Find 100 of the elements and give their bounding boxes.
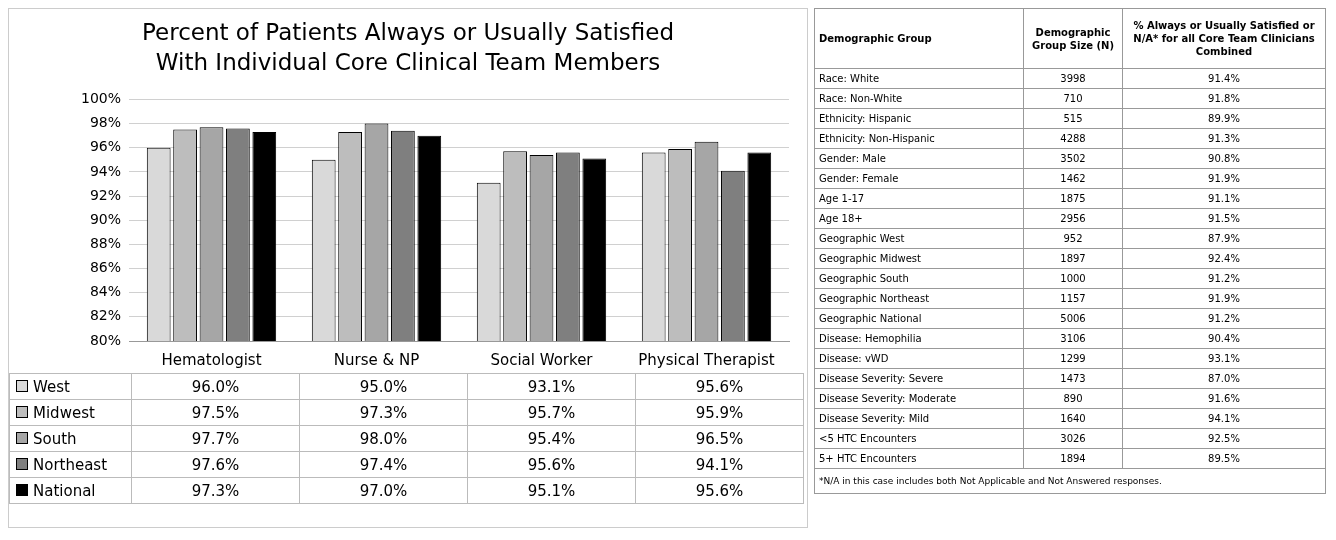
data-label: 95.6%: [635, 477, 804, 504]
x-tick-label: Social Worker: [490, 350, 594, 369]
y-tick-label: 80%: [89, 331, 121, 348]
data-label: 1473: [1023, 368, 1123, 389]
legend-label: West: [9, 373, 132, 400]
data-label: 3502: [1023, 148, 1123, 169]
data-label: 97.3%: [131, 477, 300, 504]
text: Demographic Group: [814, 8, 1024, 69]
category-label: Geographic West: [814, 228, 1024, 249]
data-label: 2956: [1023, 208, 1123, 229]
data-label: 89.5%: [1122, 448, 1326, 469]
y-tick-label: 98%: [89, 114, 121, 131]
data-label: 3106: [1023, 328, 1123, 349]
data-label: 91.3%: [1122, 128, 1326, 149]
data-label: 1640: [1023, 408, 1123, 429]
data-label: 4288: [1023, 128, 1123, 149]
data-label: 95.0%: [299, 373, 468, 400]
data-label: 515: [1023, 108, 1123, 129]
data-label: 5006: [1023, 308, 1123, 329]
data-label: 97.3%: [299, 399, 468, 426]
category-label: Geographic Midwest: [814, 248, 1024, 269]
category-label: 5+ HTC Encounters: [814, 448, 1024, 469]
data-label: 96.0%: [131, 373, 300, 400]
data-label: 1157: [1023, 288, 1123, 309]
y-tick-label: 100%: [80, 90, 121, 107]
data-label: 91.1%: [1122, 188, 1326, 209]
category-label: Geographic South: [814, 268, 1024, 289]
data-label: 96.5%: [635, 425, 804, 452]
data-label: 92.5%: [1122, 428, 1326, 449]
data-label: 97.6%: [131, 451, 300, 478]
data-label: 91.5%: [1122, 208, 1326, 229]
x-tick-label: Hematologist: [161, 350, 262, 369]
data-label: 95.4%: [467, 425, 636, 452]
data-label: 1299: [1023, 348, 1123, 369]
text: Demographic Group Size (N): [1023, 8, 1123, 69]
data-label: 95.6%: [467, 451, 636, 478]
data-label: 98.0%: [299, 425, 468, 452]
category-label: Ethnicity: Hispanic: [814, 108, 1024, 129]
data-label: 91.2%: [1122, 268, 1326, 289]
data-label: 91.2%: [1122, 308, 1326, 329]
data-label: 91.6%: [1122, 388, 1326, 409]
data-label: 94.1%: [635, 451, 804, 478]
data-label: 3026: [1023, 428, 1123, 449]
data-label: 1897: [1023, 248, 1123, 269]
y-tick-label: 82%: [89, 307, 121, 324]
y-tick-label: 84%: [89, 283, 121, 300]
data-label: 91.4%: [1122, 68, 1326, 89]
x-tick-label: Physical Therapist: [638, 350, 775, 369]
text: % Always or Usually Satisfied or N/A* for all Core Team Clinicians Combined: [1122, 8, 1326, 69]
category-label: Disease Severity: Severe: [814, 368, 1024, 389]
data-label: 95.7%: [467, 399, 636, 426]
category-label: Age 18+: [814, 208, 1024, 229]
data-label: 952: [1023, 228, 1123, 249]
category-label: Disease: Hemophilia: [814, 328, 1024, 349]
category-label: <5 HTC Encounters: [814, 428, 1024, 449]
data-label: 97.0%: [299, 477, 468, 504]
data-label: 94.1%: [1122, 408, 1326, 429]
category-label: Gender: Male: [814, 148, 1024, 169]
y-tick-label: 88%: [89, 235, 121, 251]
data-label: 95.6%: [635, 373, 804, 400]
data-label: 3998: [1023, 68, 1123, 89]
category-label: Age 1-17: [814, 188, 1024, 209]
data-label: 91.9%: [1122, 288, 1326, 309]
data-label: 87.9%: [1122, 228, 1326, 249]
data-label: 97.4%: [299, 451, 468, 478]
data-label: 87.0%: [1122, 368, 1326, 389]
data-label: 91.8%: [1122, 88, 1326, 109]
y-tick-label: 94%: [89, 162, 121, 179]
legend-label: Northeast: [9, 451, 132, 478]
data-label: 93.1%: [467, 373, 636, 400]
data-label: 95.1%: [467, 477, 636, 504]
chart-title: Percent of Patients Always or Usually Satisfied With Individual Core Clinical Team Members: [141, 18, 675, 77]
category-label: Ethnicity: Non-Hispanic: [814, 128, 1024, 149]
data-label: 92.4%: [1122, 248, 1326, 269]
data-label: 1000: [1023, 268, 1123, 289]
category-label: Geographic National: [814, 308, 1024, 329]
x-tick-label: Nurse & NP: [333, 350, 420, 369]
text: *N/A in this case includes both Not Applicable and Not Answered responses.: [819, 475, 1162, 486]
data-label: 90.4%: [1122, 328, 1326, 349]
data-label: 1894: [1023, 448, 1123, 469]
data-label: 1875: [1023, 188, 1123, 209]
category-label: Race: Non-White: [814, 88, 1024, 109]
data-label: 91.9%: [1122, 168, 1326, 189]
y-tick-label: 96%: [89, 138, 121, 155]
data-label: 90.8%: [1122, 148, 1326, 169]
y-tick-label: 90%: [89, 210, 121, 227]
y-tick-label: 92%: [89, 186, 121, 203]
data-label: 710: [1023, 88, 1123, 109]
y-tick-label: 86%: [89, 259, 121, 276]
category-label: Disease Severity: Mild: [814, 408, 1024, 429]
legend-label: Midwest: [9, 399, 132, 426]
data-label: 97.5%: [131, 399, 300, 426]
data-label: 89.9%: [1122, 108, 1326, 129]
category-label: Geographic Northeast: [814, 288, 1024, 309]
data-label: 95.9%: [635, 399, 804, 426]
legend-label: National: [9, 477, 132, 504]
category-label: Race: White: [814, 68, 1024, 89]
category-label: Disease Severity: Moderate: [814, 388, 1024, 409]
data-label: 1462: [1023, 168, 1123, 189]
category-label: Disease: vWD: [814, 348, 1024, 369]
